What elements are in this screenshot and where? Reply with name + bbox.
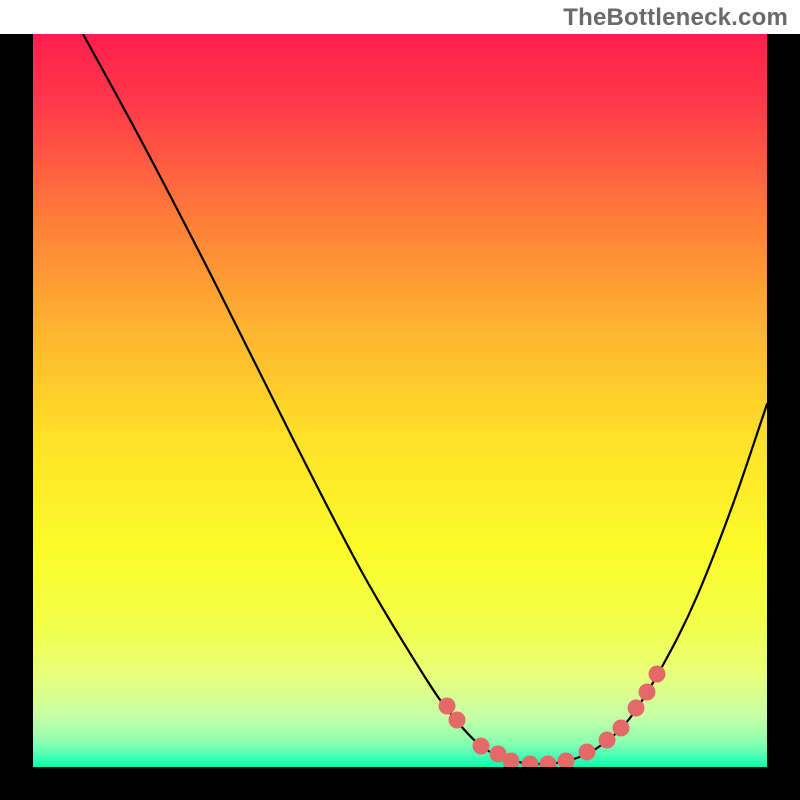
curve-line [83,34,767,764]
curve-marker [449,712,466,729]
curve-marker [639,684,656,701]
curve-marker [439,698,456,715]
curve-marker [599,732,616,749]
curve-marker [649,666,666,683]
curve-marker [628,700,645,717]
plot-area [33,34,767,767]
chart-stage: TheBottleneck.com [0,0,800,800]
curve-marker [613,720,630,737]
curve-marker [522,756,539,768]
curve-marker [558,753,575,768]
curve-marker [579,744,596,761]
bottleneck-curve [33,34,767,767]
watermark-text: TheBottleneck.com [563,4,788,32]
curve-marker [540,756,557,768]
curve-marker [473,738,490,755]
